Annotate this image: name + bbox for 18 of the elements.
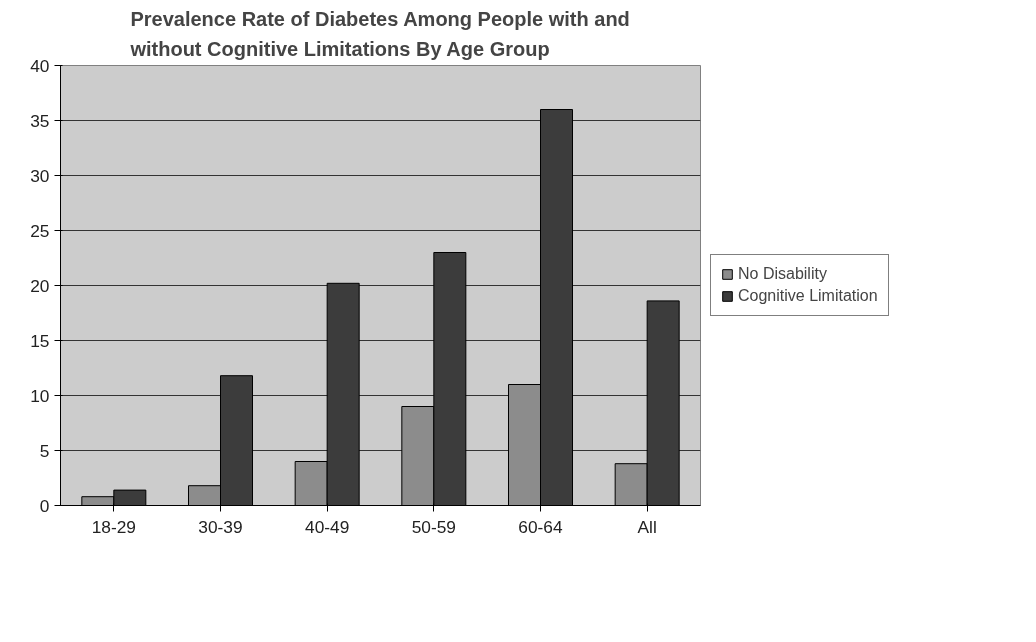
y-tick-label: 0 xyxy=(39,495,50,516)
y-tick-label: 25 xyxy=(30,220,50,241)
chart-title: Prevalence Rate of Diabetes Among People with and without Cognitive Limitations By Age Group xyxy=(129,7,630,61)
y-tick-label: 40 xyxy=(30,55,50,76)
y-tick-label: 5 xyxy=(39,440,50,461)
x-tick-label: 30-39 xyxy=(198,516,243,537)
x-tick-label: All xyxy=(637,516,657,537)
y-tick-label: 15 xyxy=(30,330,50,351)
legend-label: Cognitive Limitation xyxy=(738,287,878,305)
x-tick-label: 18-29 xyxy=(91,516,136,537)
y-tick-label: 30 xyxy=(30,165,50,186)
legend-label: No Disability xyxy=(738,265,827,283)
y-tick-label: 35 xyxy=(30,110,50,131)
y-tick-label: 20 xyxy=(30,275,50,296)
x-tick-label: 50-59 xyxy=(411,516,456,537)
y-tick-label: 10 xyxy=(30,385,50,406)
x-tick-label: 40-49 xyxy=(305,516,350,537)
x-tick-label: 60-64 xyxy=(518,516,564,537)
